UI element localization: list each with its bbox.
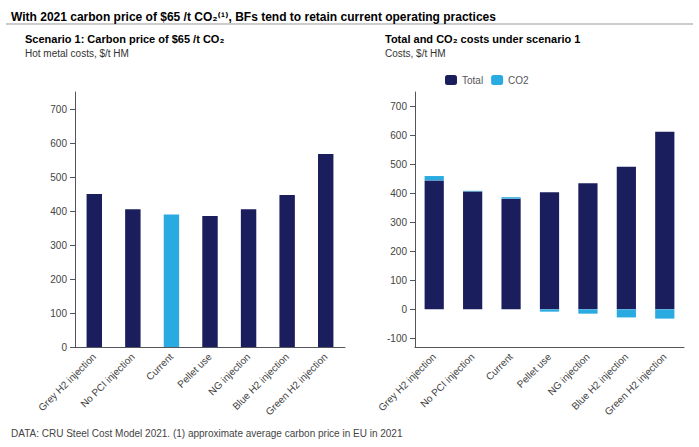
svg-text:Total and CO₂ costs under scen: Total and CO₂ costs under scenario 1 bbox=[385, 33, 580, 45]
svg-text:With 2021 carbon price of $65: With 2021 carbon price of $65 /t CO₂⁽¹⁾,… bbox=[11, 10, 496, 24]
svg-text:-100: -100 bbox=[387, 333, 407, 344]
svg-text:500: 500 bbox=[390, 159, 407, 170]
svg-text:400: 400 bbox=[390, 188, 407, 199]
svg-text:700: 700 bbox=[50, 104, 67, 115]
svg-text:300: 300 bbox=[390, 217, 407, 228]
svg-text:Total: Total bbox=[462, 75, 483, 86]
svg-text:300: 300 bbox=[50, 240, 67, 251]
svg-text:NG injection: NG injection bbox=[545, 351, 592, 398]
svg-text:600: 600 bbox=[390, 130, 407, 141]
svg-text:200: 200 bbox=[390, 246, 407, 257]
svg-text:No PCI injection: No PCI injection bbox=[418, 351, 476, 409]
svg-text:Current: Current bbox=[484, 351, 515, 382]
svg-text:Pellet use: Pellet use bbox=[175, 351, 214, 390]
svg-text:Grey H2 injection: Grey H2 injection bbox=[376, 351, 439, 413]
svg-text:Pellet use: Pellet use bbox=[515, 351, 554, 390]
svg-text:Hot metal costs, $/t HM: Hot metal costs, $/t HM bbox=[25, 48, 129, 59]
svg-text:Blue H2 injection: Blue H2 injection bbox=[569, 351, 631, 412]
svg-text:100: 100 bbox=[50, 308, 67, 319]
svg-text:No PCI injection: No PCI injection bbox=[78, 351, 136, 409]
svg-text:DATA: CRU Steel Cost Model 202: DATA: CRU Steel Cost Model 2021. (1) app… bbox=[11, 428, 403, 439]
svg-text:NG injection: NG injection bbox=[206, 351, 253, 398]
svg-text:100: 100 bbox=[390, 275, 407, 286]
svg-text:0: 0 bbox=[401, 304, 407, 315]
svg-text:Costs, $/t HM: Costs, $/t HM bbox=[385, 48, 446, 59]
svg-text:Green H2 injection: Green H2 injection bbox=[602, 351, 668, 417]
svg-text:700: 700 bbox=[390, 101, 407, 112]
svg-text:500: 500 bbox=[50, 172, 67, 183]
svg-text:Green H2 injection: Green H2 injection bbox=[263, 351, 329, 417]
svg-text:200: 200 bbox=[50, 274, 67, 285]
svg-text:Scenario 1: Carbon price of $6: Scenario 1: Carbon price of $65 /t CO₂ bbox=[25, 33, 224, 45]
svg-text:Current: Current bbox=[144, 351, 175, 382]
svg-text:Blue H2 injection: Blue H2 injection bbox=[230, 351, 291, 412]
svg-text:600: 600 bbox=[50, 138, 67, 149]
svg-text:Grey H2 injection: Grey H2 injection bbox=[36, 351, 99, 413]
svg-text:0: 0 bbox=[61, 342, 67, 353]
svg-text:400: 400 bbox=[50, 206, 67, 217]
svg-text:CO2: CO2 bbox=[508, 75, 529, 86]
